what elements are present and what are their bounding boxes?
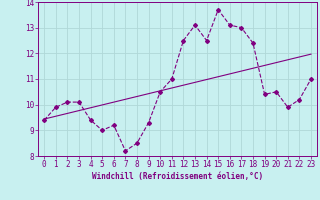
X-axis label: Windchill (Refroidissement éolien,°C): Windchill (Refroidissement éolien,°C) [92, 172, 263, 181]
